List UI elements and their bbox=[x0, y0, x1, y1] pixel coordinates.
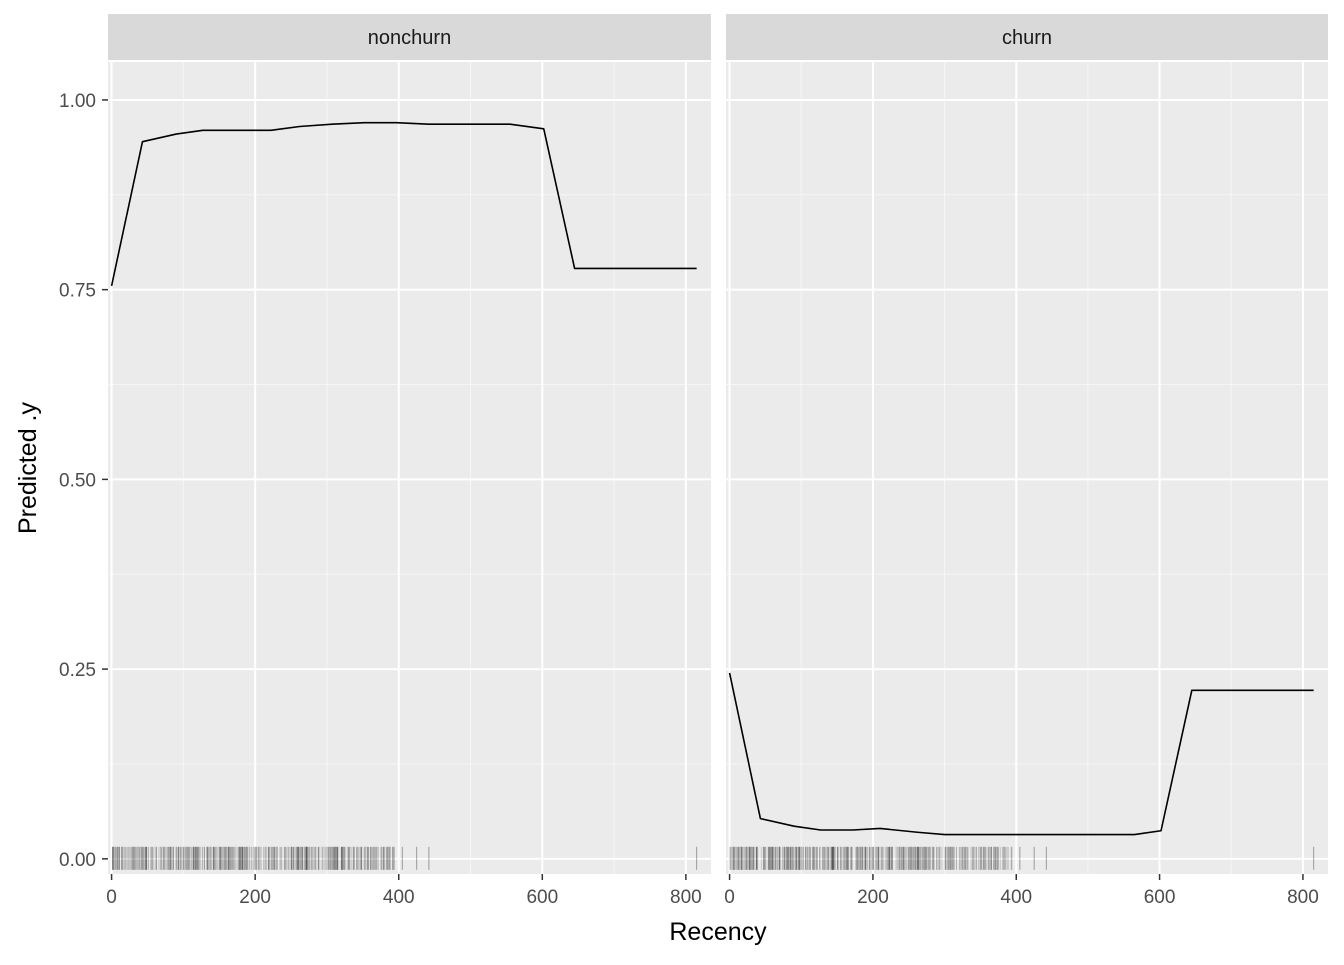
x-tick-label: 600 bbox=[526, 887, 558, 908]
x-tick-label: 800 bbox=[1287, 887, 1319, 908]
panels-layer: nonchurn churn bbox=[108, 14, 1328, 874]
panel-nonchurn: nonchurn bbox=[108, 14, 711, 874]
x-axis-churn: 0 200 400 600 800 bbox=[724, 874, 1319, 908]
x-tick-label: 400 bbox=[1000, 887, 1032, 908]
x-axis: 0 200 400 600 800 0 200 400 600 800 bbox=[106, 874, 1319, 908]
panel-background bbox=[726, 62, 1328, 874]
x-tick-label: 400 bbox=[383, 887, 415, 908]
rug-ticks bbox=[112, 846, 698, 870]
strip-background bbox=[108, 14, 711, 60]
x-axis-title: Recency bbox=[669, 918, 767, 946]
strip-label: churn bbox=[1002, 27, 1052, 49]
panel-background bbox=[108, 62, 711, 874]
series-line-nonchurn bbox=[110, 121, 697, 287]
y-tick-label: 0.50 bbox=[59, 470, 96, 491]
y-axis-title: Predicted .y bbox=[14, 402, 42, 535]
panel-churn: churn bbox=[726, 14, 1328, 874]
y-tick-label: 0.00 bbox=[59, 850, 96, 871]
rug-ticks bbox=[729, 846, 1315, 870]
x-tick-label: 200 bbox=[239, 887, 271, 908]
y-axis: 0.00 0.25 0.50 0.75 1.00 bbox=[59, 91, 108, 871]
x-tick-label: 600 bbox=[1144, 887, 1176, 908]
x-tick-label: 0 bbox=[724, 887, 735, 908]
x-axis-nonchurn: 0 200 400 600 800 bbox=[106, 874, 702, 908]
y-tick-label: 1.00 bbox=[59, 91, 96, 112]
series-line-churn bbox=[728, 672, 1314, 836]
y-tick-label: 0.75 bbox=[59, 281, 96, 302]
strip-background bbox=[726, 14, 1328, 60]
x-tick-label: 800 bbox=[670, 887, 702, 908]
x-tick-label: 0 bbox=[106, 887, 117, 908]
y-tick-label: 0.25 bbox=[59, 660, 96, 681]
strip-label: nonchurn bbox=[368, 27, 451, 49]
x-tick-label: 200 bbox=[857, 887, 889, 908]
